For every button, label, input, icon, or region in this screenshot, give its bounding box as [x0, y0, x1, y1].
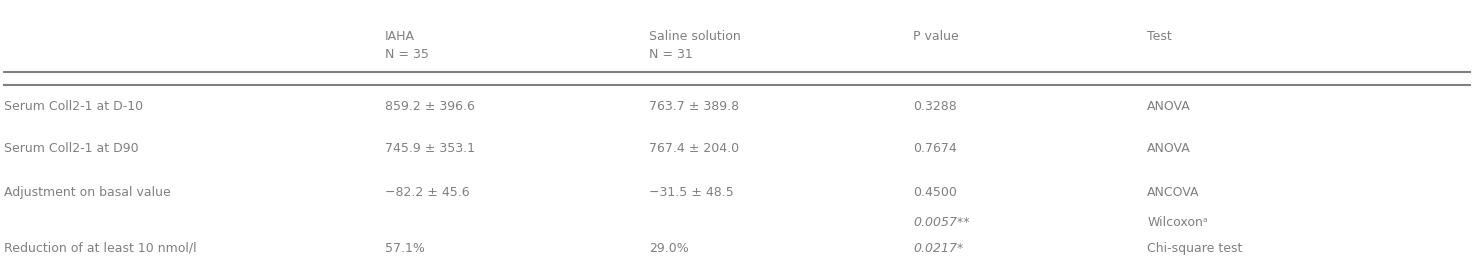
- Text: 745.9 ± 353.1: 745.9 ± 353.1: [385, 142, 475, 155]
- Text: P value: P value: [912, 30, 958, 43]
- Text: −82.2 ± 45.6: −82.2 ± 45.6: [385, 186, 470, 199]
- Text: Chi-square test: Chi-square test: [1147, 242, 1243, 254]
- Text: 29.0%: 29.0%: [649, 242, 688, 254]
- Text: Adjustment on basal value: Adjustment on basal value: [4, 186, 171, 199]
- Text: 0.0217*: 0.0217*: [912, 242, 963, 254]
- Text: ANCOVA: ANCOVA: [1147, 186, 1200, 199]
- Text: Serum Coll2-1 at D-10: Serum Coll2-1 at D-10: [4, 99, 143, 113]
- Text: 767.4 ± 204.0: 767.4 ± 204.0: [649, 142, 738, 155]
- Text: 763.7 ± 389.8: 763.7 ± 389.8: [649, 99, 738, 113]
- Text: 0.3288: 0.3288: [912, 99, 957, 113]
- Text: 0.7674: 0.7674: [912, 142, 957, 155]
- Text: 0.4500: 0.4500: [912, 186, 957, 199]
- Text: ANOVA: ANOVA: [1147, 99, 1191, 113]
- Text: 57.1%: 57.1%: [385, 242, 425, 254]
- Text: Saline solution
N = 31: Saline solution N = 31: [649, 30, 741, 61]
- Text: −31.5 ± 48.5: −31.5 ± 48.5: [649, 186, 734, 199]
- Text: IAHA
N = 35: IAHA N = 35: [385, 30, 429, 61]
- Text: Test: Test: [1147, 30, 1172, 43]
- Text: Wilcoxonᵃ: Wilcoxonᵃ: [1147, 216, 1209, 229]
- Text: 0.0057**: 0.0057**: [912, 216, 970, 229]
- Text: Reduction of at least 10 nmol/l: Reduction of at least 10 nmol/l: [4, 242, 198, 254]
- Text: Serum Coll2-1 at D90: Serum Coll2-1 at D90: [4, 142, 139, 155]
- Text: 859.2 ± 396.6: 859.2 ± 396.6: [385, 99, 475, 113]
- Text: ANOVA: ANOVA: [1147, 142, 1191, 155]
